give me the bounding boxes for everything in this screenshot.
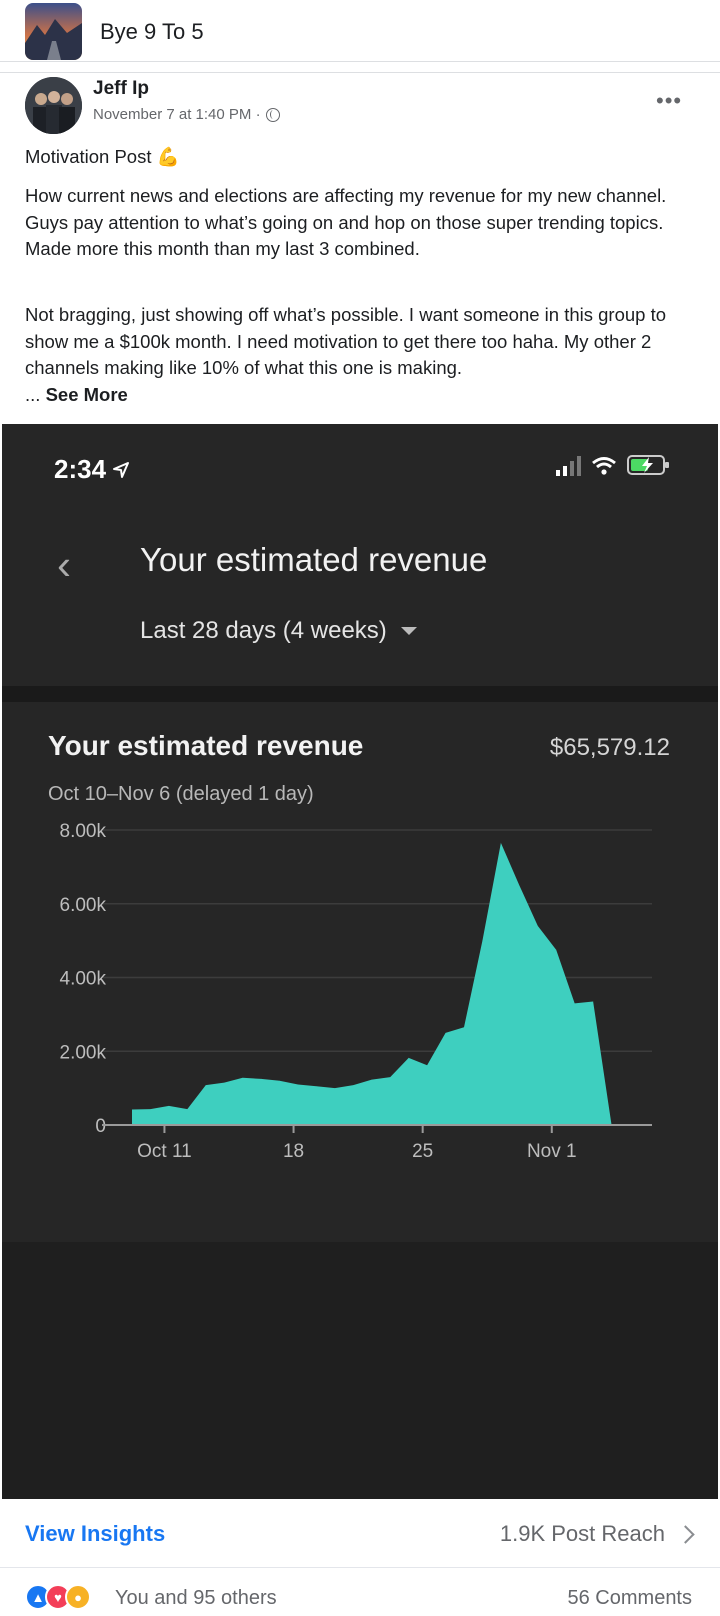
x-tick-label: 18 [283,1141,304,1162]
screenshot-app-header: 2:34 ‹ Your estimated revenue [2,424,718,686]
x-tick-label: Oct 11 [137,1141,192,1162]
y-tick-label: 6.00k [60,895,107,916]
period-label: Last 28 days (4 weeks) [140,617,387,644]
x-tick-label: 25 [412,1141,433,1162]
chevron-right-icon [676,1524,695,1544]
flexed-biceps-emoji: 💪 [156,146,180,167]
post-timestamp[interactable]: November 7 at 1:40 PM · [93,106,261,123]
revenue-chart: 0 2.00k 4.00k 6.00k 8.00k Oct 11 18 25 Nov 1 [60,821,652,1162]
post-reach[interactable]: 1.9K Post Reach [499,1521,695,1547]
dropdown-caret-icon [400,627,417,635]
revenue-date-range: Oct 10–Nov 6 (delayed 1 day) [48,783,314,805]
reaction-icons[interactable]: ▲ ♥ ● [25,1584,91,1610]
status-icons [556,454,671,476]
screenshot-blank-area [2,1242,718,1499]
wifi-icon [592,457,616,475]
ellipsis: ... [25,383,41,405]
more-options-button[interactable]: ••• [656,88,683,113]
status-time-text: 2:34 [54,454,107,484]
revenue-card: Your estimated revenue $65,579.12 Oct 10… [2,702,718,1242]
revenue-area-series [132,842,630,1125]
screenshot-title: Your estimated revenue [140,541,488,578]
insights-row: View Insights 1.9K Post Reach [0,1500,720,1568]
y-tick-label: 4.00k [60,969,107,990]
back-chevron-icon[interactable]: ‹ [57,541,71,588]
reactions-summary[interactable]: You and 95 others [115,1587,277,1609]
group-thumbnail[interactable] [25,3,82,60]
wow-reaction-icon: ● [65,1584,91,1610]
section-separator [2,686,718,702]
x-tick-label: Nov 1 [527,1141,577,1162]
comments-count[interactable]: 56 Comments [567,1587,693,1609]
period-dropdown[interactable]: Last 28 days (4 weeks) [140,617,417,645]
revenue-amount: $65,579.12 [549,734,670,761]
author-name[interactable]: Jeff Ip [93,78,149,99]
location-arrow-icon [113,461,130,478]
y-tick-label: 0 [95,1116,106,1137]
view-insights-link[interactable]: View Insights [25,1521,166,1546]
group-header: Bye 9 To 5 [0,0,720,62]
signal-icon [556,456,581,476]
attached-screenshot[interactable]: 2:34 ‹ Your estimated revenue [2,424,718,1499]
post-title: Motivation Post 💪 [25,144,705,171]
post-reach-text: 1.9K Post Reach [499,1521,665,1546]
group-name[interactable]: Bye 9 To 5 [100,19,204,44]
globe-icon [265,107,280,122]
post-title-text: Motivation Post [25,146,152,167]
post-paragraph-1: How current news and elections are affec… [25,185,667,259]
see-more-link[interactable]: See More [45,383,128,405]
revenue-card-title: Your estimated revenue [48,730,364,761]
divider [0,72,720,73]
y-tick-label: 2.00k [60,1042,107,1063]
post-meta: November 7 at 1:40 PM · [93,106,280,123]
status-time: 2:34 [54,454,130,485]
battery-charging-icon [627,455,669,475]
author-avatar[interactable] [25,77,82,134]
post-paragraph-2-text: Not bragging, just showing off what’s po… [25,304,667,378]
post-paragraph-2: Not bragging, just showing off what’s po… [25,302,705,408]
y-tick-label: 8.00k [60,821,107,842]
